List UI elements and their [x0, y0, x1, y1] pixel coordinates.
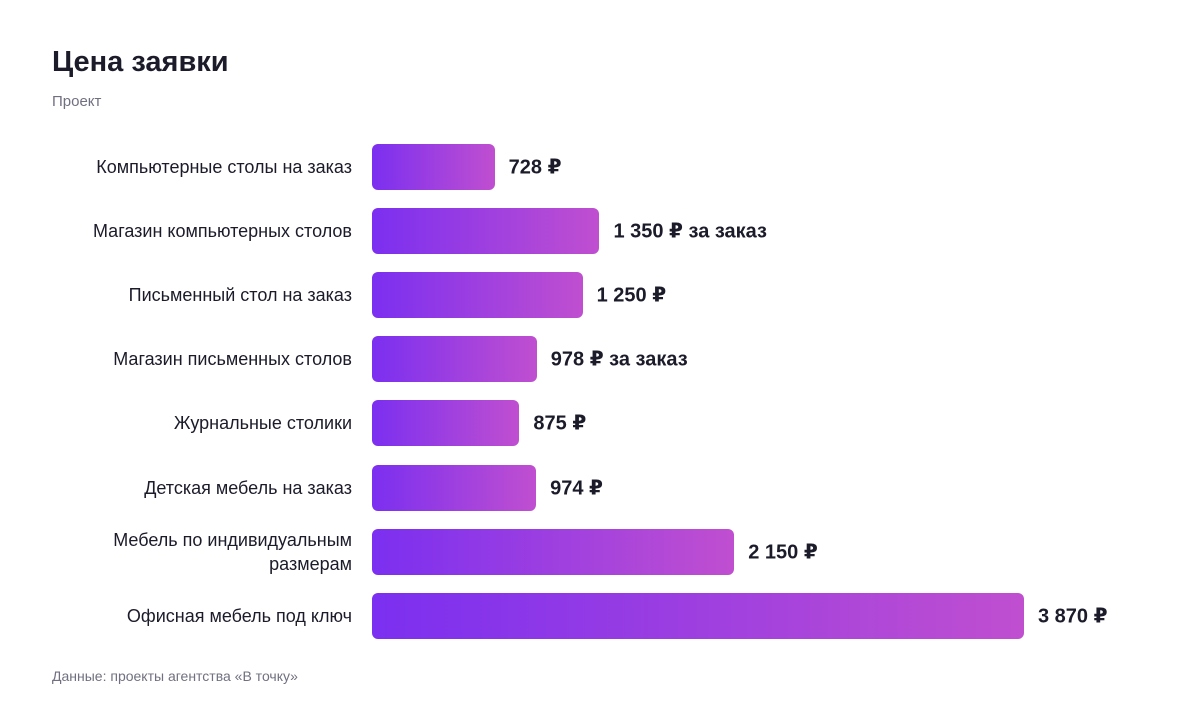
category-label: Компьютерные столы на заказ — [96, 157, 352, 177]
chart-subtitle: Проект — [52, 93, 102, 110]
value-label: 875 ₽ — [533, 412, 587, 435]
bar — [372, 336, 537, 383]
bar — [372, 208, 600, 255]
value-label: 3 870 ₽ — [1038, 605, 1108, 628]
source-note: Данные: проекты агентства «В точку» — [52, 668, 298, 684]
bar — [372, 464, 537, 511]
value-label: 2 150 ₽ — [748, 541, 818, 564]
category-label: Письменный стол на заказ — [128, 285, 352, 306]
bar — [372, 272, 583, 319]
value-label: 974 ₽ — [550, 477, 603, 499]
category-label: Детская мебель на заказ — [144, 477, 352, 498]
bar — [372, 400, 520, 447]
value-label: 728 ₽ — [508, 156, 562, 179]
bar — [372, 528, 735, 575]
category-label: Мебель по индивидуальным размерам — [113, 529, 352, 574]
bar — [372, 592, 1024, 639]
category-label: Офисная мебель под ключ — [126, 605, 352, 626]
category-label: Магазин компьютерных столов — [92, 221, 352, 242]
value-label: 978 ₽ за заказ — [550, 348, 688, 371]
chart-title: Цена заявки — [52, 46, 229, 78]
category-label: Журнальные столики — [173, 413, 352, 434]
bar — [372, 144, 495, 190]
value-label: 1 350 ₽ за заказ — [613, 220, 767, 243]
category-label: Магазин письменных столов — [113, 349, 352, 370]
value-label: 1 250 ₽ — [596, 284, 667, 307]
